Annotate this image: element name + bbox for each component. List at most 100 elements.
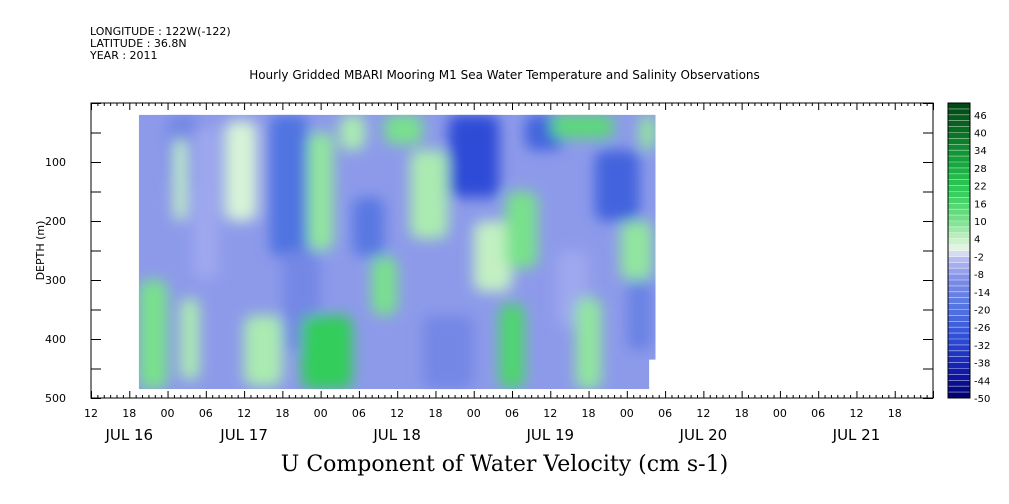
colorbar-tick-label: -32 xyxy=(974,341,990,352)
data-region-22 xyxy=(550,114,615,139)
x-hour-tick-label: 12 xyxy=(696,407,710,420)
colorbar-band xyxy=(948,368,970,375)
colorbar-band xyxy=(948,167,970,175)
colorbar-band xyxy=(948,280,970,287)
y-tick-label: 500 xyxy=(45,392,66,405)
data-field xyxy=(138,114,656,390)
colorbar-band xyxy=(948,386,970,393)
x-hour-tick-label: 06 xyxy=(352,407,366,420)
colorbar-band xyxy=(948,185,970,192)
y-tick-label: 100 xyxy=(45,156,66,169)
colorbar-band xyxy=(948,380,970,387)
data-region-14 xyxy=(384,114,423,145)
colorbar-band xyxy=(948,327,970,334)
longitude-label: LONGITUDE : 122W(-122) xyxy=(90,25,231,38)
x-hour-tick-label: 06 xyxy=(658,407,672,420)
x-hour-tick-label: 18 xyxy=(122,407,136,420)
colorbar-tick-label: -44 xyxy=(974,376,990,387)
data-region-5 xyxy=(224,120,257,221)
colorbar-band xyxy=(948,238,970,245)
x-hour-tick-label: 00 xyxy=(620,407,634,420)
colorbar-band xyxy=(948,191,970,198)
colorbar-tick-label: -20 xyxy=(974,306,990,317)
colorbar-band xyxy=(948,309,970,316)
colorbar-band xyxy=(948,179,970,186)
data-region-27 xyxy=(626,280,653,351)
data-region-17 xyxy=(448,114,500,198)
colorbar-band xyxy=(948,256,970,263)
colorbar-band xyxy=(948,362,970,369)
data-region-16 xyxy=(422,315,474,390)
x-hour-tick-label: 00 xyxy=(773,407,787,420)
x-date-label: JUL 19 xyxy=(525,426,574,444)
colorbar-tick-label: -38 xyxy=(974,359,990,370)
colorbar-band xyxy=(948,315,970,322)
colorbar-band xyxy=(948,150,970,157)
colorbar-band xyxy=(948,173,970,181)
data-region-6 xyxy=(244,315,283,387)
x-hour-tick-label: 18 xyxy=(582,407,596,420)
x-date-label: JUL 16 xyxy=(104,426,153,444)
x-hour-tick-label: 18 xyxy=(888,407,902,420)
colorbar-band xyxy=(948,232,970,240)
data-region-0 xyxy=(138,280,168,390)
colorbar-band xyxy=(948,250,970,257)
colorbar-band xyxy=(948,108,970,116)
colorbar-tick-label: -2 xyxy=(974,252,984,263)
colorbar-tick-label: 22 xyxy=(974,182,987,193)
colorbar-band xyxy=(948,126,970,133)
colorbar-band xyxy=(948,138,970,145)
colorbar-band xyxy=(948,285,970,293)
colorbar-tick-label: 10 xyxy=(974,217,987,228)
data-regions xyxy=(138,114,656,390)
colorbar-band xyxy=(948,197,970,204)
data-region-7 xyxy=(269,114,308,257)
colorbar-band xyxy=(948,144,970,151)
colorbar-tick-label: -50 xyxy=(974,394,990,405)
colorbar-band xyxy=(948,203,970,210)
colorbar-band xyxy=(948,268,970,275)
x-date-label: JUL 21 xyxy=(832,426,881,444)
y-axis-label: DEPTH (m) xyxy=(34,221,47,281)
colorbar-band xyxy=(948,303,970,310)
colorbar-band xyxy=(948,162,970,169)
data-region-2 xyxy=(173,138,187,221)
data-region-9 xyxy=(301,315,353,390)
colorbar-tick-label: -26 xyxy=(974,323,990,334)
x-hour-tick-label: 00 xyxy=(314,407,328,420)
x-date-label: JUL 20 xyxy=(679,426,728,444)
colorbar-tick-label: -14 xyxy=(974,288,990,299)
x-hour-tick-label: 12 xyxy=(84,407,98,420)
colorbar-band xyxy=(948,244,970,251)
colorbar-tick-label: -8 xyxy=(974,270,984,281)
data-region-18 xyxy=(473,221,512,292)
colorbar-band xyxy=(948,339,970,346)
x-hour-tick-label: 00 xyxy=(161,407,175,420)
x-date-label: JUL 17 xyxy=(219,426,268,444)
colorbar-band xyxy=(948,120,970,127)
colorbar-tick-label: 46 xyxy=(974,111,987,122)
data-region-24 xyxy=(575,297,602,390)
chart-title: U Component of Water Velocity (cm s-1) xyxy=(280,452,729,477)
year-label: YEAR : 2011 xyxy=(90,49,158,62)
colorbar-band xyxy=(948,114,970,122)
colorbar: 46 40 34 28 22 16 10 4 -2 -8 -14 -20 -26 -32 -38 -44 -50 xyxy=(947,102,990,405)
colorbar-tick-label: 28 xyxy=(974,164,987,175)
x-hour-tick-label: 12 xyxy=(849,407,863,420)
colorbar-band xyxy=(948,132,970,139)
x-hour-tick-label: 06 xyxy=(811,407,825,420)
data-region-12 xyxy=(352,197,385,257)
x-hour-tick-label: 12 xyxy=(390,407,404,420)
colorbar-tick-label: 4 xyxy=(974,235,980,246)
colorbar-band xyxy=(948,344,970,352)
x-date-label: JUL 18 xyxy=(372,426,421,444)
data-region-11 xyxy=(339,114,366,151)
colorbar-band xyxy=(948,350,970,358)
colorbar-frame xyxy=(947,102,971,399)
colorbar-tick-label: 40 xyxy=(974,129,987,140)
colorbar-band xyxy=(948,209,970,216)
x-hour-tick-label: 12 xyxy=(237,407,251,420)
colorbar-band xyxy=(948,321,970,328)
x-hour-tick-label: 12 xyxy=(543,407,557,420)
